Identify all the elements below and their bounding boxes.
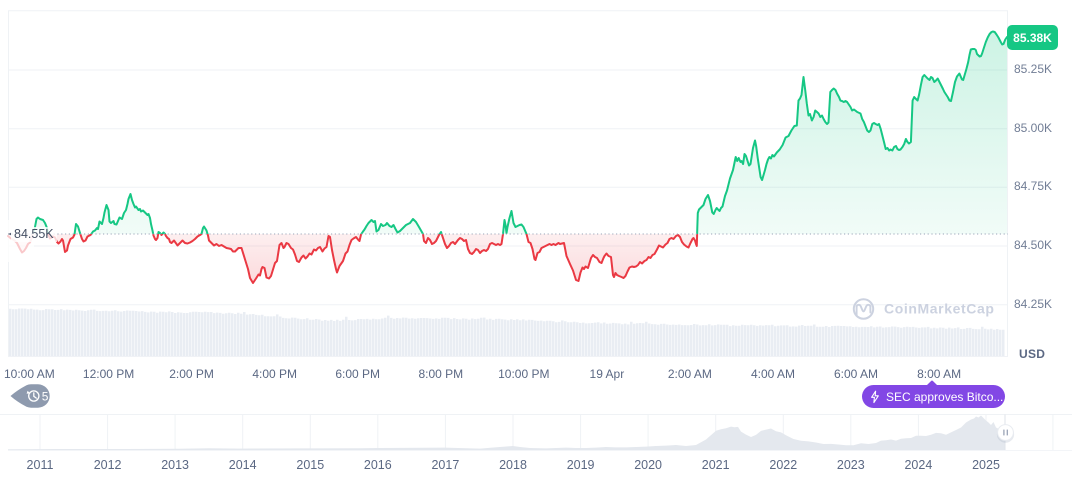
svg-text:CoinMarketCap: CoinMarketCap [884, 301, 994, 317]
svg-text:5: 5 [42, 389, 49, 403]
